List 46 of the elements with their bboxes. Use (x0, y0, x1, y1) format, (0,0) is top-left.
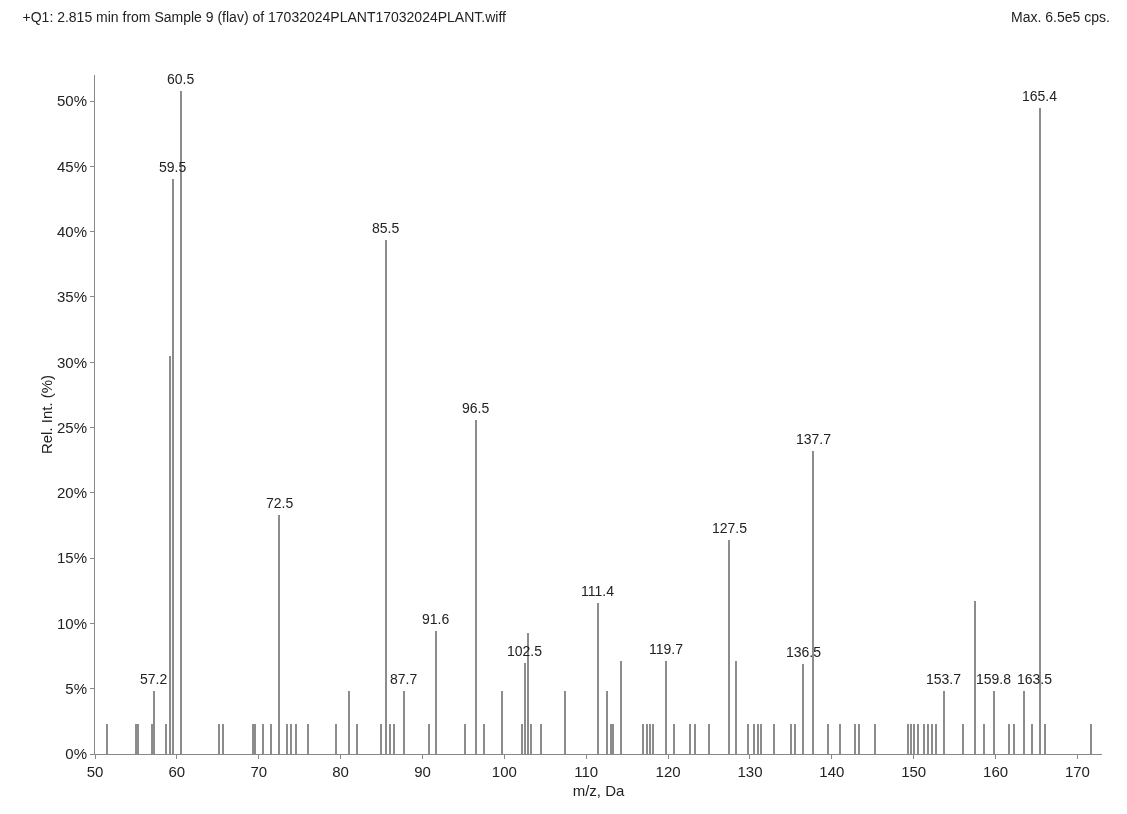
x-tick-label: 150 (901, 763, 927, 780)
annotation: 57.2 (140, 671, 168, 687)
x-tick-label: 170 (1064, 763, 1090, 780)
annotation: 87.7 (390, 671, 418, 687)
annotation: 96.5 (462, 400, 490, 416)
x-tick-label: 60 (168, 763, 186, 780)
chart-title: +Q1: 2.815 min from Sample 9 (flav) of 17032024PLANT17032024PLANT.wiff (22, 9, 507, 26)
x-tick-label: 100 (491, 763, 517, 780)
annotation: 111.4 (581, 583, 615, 599)
x-tick-label: 160 (983, 763, 1009, 780)
annotation: 127.5 (712, 520, 748, 536)
y-tick-label: 10% (56, 614, 87, 632)
x-tick-label: 90 (414, 763, 431, 780)
y-tick-label: 45% (56, 157, 87, 175)
annotation: 60.5 (167, 71, 195, 87)
x-tick-label: 50 (86, 763, 104, 780)
y-tick-label: 35% (56, 288, 87, 306)
y-axis-title: Rel. Int. (%) (37, 374, 55, 455)
x-tick-label: 70 (250, 763, 268, 780)
text: Max. 6.5e5 cps. (1011, 9, 1110, 25)
annotation: 153.7 (926, 671, 962, 687)
annotation: 102.5 (507, 643, 543, 659)
x-tick-label: 110 (574, 763, 599, 780)
y-tick-label: 40% (56, 222, 87, 240)
x-tick-label: 80 (332, 763, 349, 780)
x-tick-label: 120 (655, 763, 681, 780)
annotation: 136.5 (786, 644, 822, 660)
y-tick-label: 5% (65, 679, 87, 697)
annotation: 119.7 (649, 641, 684, 657)
annotation: 72.5 (266, 495, 294, 511)
y-tick-label: 15% (56, 549, 87, 567)
annotation: 59.5 (159, 159, 187, 175)
x-axis-title: m/z, Da (572, 782, 625, 799)
x-tick-label: 130 (737, 763, 763, 780)
x-tick-label: 140 (819, 763, 845, 780)
annotation: 159.8 (976, 671, 1012, 687)
annotation: 85.5 (372, 220, 400, 236)
y-tick-label: 30% (56, 353, 87, 371)
y-tick-label: 0% (65, 745, 87, 763)
y-tick-label: 20% (56, 484, 87, 502)
y-tick-label: 50% (56, 92, 87, 110)
annotation: 137.7 (796, 431, 832, 447)
annotation: 165.4 (1022, 88, 1058, 104)
annotation: 163.5 (1017, 671, 1053, 687)
y-tick-label: 25% (56, 418, 87, 436)
annotation: 91.6 (422, 611, 450, 627)
